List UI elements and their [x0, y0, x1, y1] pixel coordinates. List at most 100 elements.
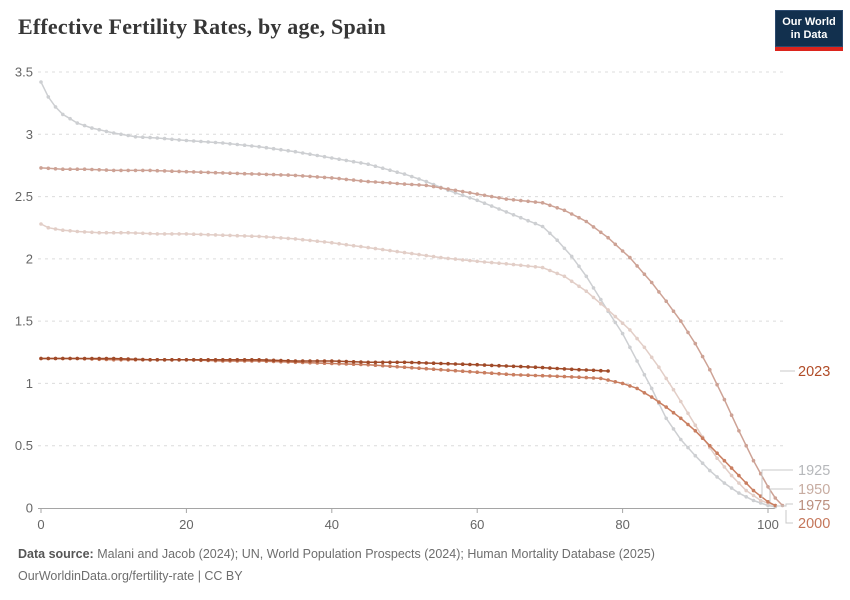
data-point [322, 175, 327, 180]
data-point [613, 380, 618, 384]
data-point [402, 172, 407, 176]
data-point [293, 237, 298, 241]
series-1925[interactable] [39, 80, 778, 509]
data-point [577, 284, 581, 289]
data-point [533, 221, 538, 226]
data-point [228, 171, 232, 175]
data-point [351, 159, 356, 164]
series-line-2000[interactable] [41, 357, 776, 507]
data-point [61, 356, 65, 361]
data-point [591, 368, 596, 373]
data-point [489, 371, 494, 376]
data-point [431, 361, 436, 366]
data-point [635, 264, 639, 268]
data-point [504, 364, 509, 368]
data-point [599, 301, 603, 306]
data-point [620, 321, 625, 326]
data-point [511, 364, 516, 369]
x-tick-label: 60 [470, 517, 484, 532]
data-point [700, 436, 705, 441]
series-2023[interactable] [39, 356, 610, 373]
data-point [613, 314, 618, 319]
data-point [213, 170, 218, 175]
data-point [46, 95, 51, 99]
series-1950[interactable] [39, 222, 778, 508]
data-point [700, 354, 705, 359]
data-point [722, 465, 727, 469]
data-point [68, 116, 72, 121]
data-point [446, 361, 450, 366]
data-point [250, 144, 254, 148]
data-point [322, 359, 327, 363]
data-point [344, 359, 349, 364]
data-point [380, 360, 385, 365]
data-point [540, 265, 545, 270]
data-point [417, 360, 421, 365]
data-point [257, 358, 261, 362]
series-line-1925[interactable] [40, 81, 776, 508]
data-point [562, 274, 567, 279]
data-point [388, 360, 392, 365]
data-point [402, 250, 407, 255]
data-point [82, 123, 87, 128]
data-point [380, 363, 385, 368]
series-end-label-1950[interactable]: 1950 [798, 482, 830, 498]
data-point [642, 272, 647, 277]
data-point [453, 368, 458, 373]
series-line-1975[interactable] [40, 167, 784, 507]
data-point [293, 359, 298, 363]
data-point [439, 186, 443, 190]
data-point [213, 358, 218, 362]
data-point [468, 191, 472, 195]
data-point [424, 366, 429, 371]
series-end-label-2000[interactable]: 2000 [798, 516, 830, 532]
series-line-1950[interactable] [40, 223, 776, 507]
data-point [46, 356, 51, 361]
data-point [184, 138, 189, 143]
data-point [133, 168, 138, 173]
data-point [155, 232, 160, 236]
data-point [519, 263, 523, 268]
data-point [410, 251, 414, 256]
data-point [562, 208, 567, 213]
data-point [693, 341, 698, 346]
series-end-label-1975[interactable]: 1975 [798, 498, 830, 514]
data-point [300, 359, 305, 363]
data-point [628, 384, 632, 388]
data-point [417, 183, 421, 187]
data-point [584, 274, 589, 279]
data-point [68, 167, 72, 171]
data-point [111, 230, 116, 235]
data-point [119, 230, 123, 235]
data-point [533, 265, 538, 269]
data-point [90, 167, 94, 172]
data-point [388, 181, 392, 185]
data-point [46, 225, 51, 230]
series-end-label-2023[interactable]: 2023 [798, 364, 830, 380]
data-point [395, 364, 400, 369]
data-point [111, 131, 116, 135]
data-point [468, 362, 472, 367]
data-point [119, 357, 123, 361]
data-point [722, 397, 727, 402]
data-point [300, 237, 305, 242]
y-tick-label: 1.5 [15, 314, 33, 329]
data-point [395, 249, 400, 254]
data-point [191, 232, 196, 236]
data-point [264, 145, 269, 150]
data-point [766, 503, 770, 508]
data-point [649, 386, 654, 391]
data-point [606, 369, 610, 373]
data-point [679, 416, 683, 421]
data-point [468, 258, 472, 263]
data-point [453, 362, 458, 366]
data-point [439, 361, 443, 366]
data-source-label: Data source: [18, 547, 94, 561]
data-point [591, 295, 596, 300]
data-point [90, 126, 94, 130]
data-point [199, 139, 203, 144]
page-title: Effective Fertility Rates, by age, Spain [18, 14, 386, 39]
series-end-label-1925[interactable]: 1925 [798, 463, 830, 479]
series-1975[interactable] [39, 166, 785, 508]
